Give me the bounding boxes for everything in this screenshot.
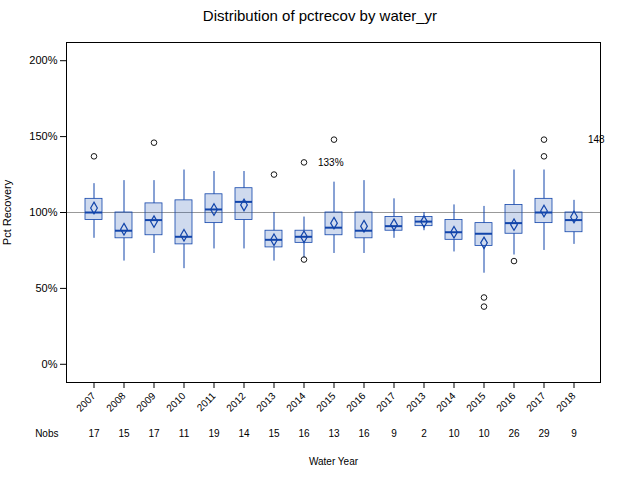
svg-text:2016: 2016 xyxy=(494,390,518,414)
svg-text:15: 15 xyxy=(118,428,130,439)
svg-text:2010: 2010 xyxy=(164,390,188,414)
svg-text:0%: 0% xyxy=(42,358,58,370)
svg-text:133%: 133% xyxy=(318,157,344,168)
svg-text:2009: 2009 xyxy=(134,390,158,414)
svg-text:2013: 2013 xyxy=(404,390,428,414)
svg-text:9: 9 xyxy=(571,428,577,439)
svg-text:Water Year: Water Year xyxy=(309,456,359,467)
svg-text:17: 17 xyxy=(148,428,160,439)
svg-text:2015: 2015 xyxy=(464,390,488,414)
svg-text:148: 148 xyxy=(588,134,605,145)
svg-text:2017: 2017 xyxy=(524,390,548,414)
svg-text:11: 11 xyxy=(179,428,190,439)
svg-text:Nobs: Nobs xyxy=(35,428,58,439)
svg-text:2: 2 xyxy=(421,428,427,439)
svg-text:10: 10 xyxy=(478,428,490,439)
svg-text:16: 16 xyxy=(358,428,370,439)
svg-text:Pct Recovery: Pct Recovery xyxy=(1,179,13,245)
svg-text:15: 15 xyxy=(268,428,280,439)
svg-text:2007: 2007 xyxy=(74,390,98,414)
svg-text:17: 17 xyxy=(88,428,100,439)
svg-text:2012: 2012 xyxy=(224,390,248,414)
svg-text:2014: 2014 xyxy=(434,390,458,414)
svg-text:200%: 200% xyxy=(29,54,57,66)
svg-text:100%: 100% xyxy=(29,206,57,218)
svg-text:50%: 50% xyxy=(35,282,57,294)
svg-text:19: 19 xyxy=(208,428,220,439)
svg-text:2011: 2011 xyxy=(195,390,218,413)
svg-text:2014: 2014 xyxy=(284,390,308,414)
svg-text:2018: 2018 xyxy=(554,390,578,414)
svg-text:9: 9 xyxy=(391,428,397,439)
svg-text:2008: 2008 xyxy=(104,390,128,414)
svg-text:150%: 150% xyxy=(29,130,57,142)
svg-text:14: 14 xyxy=(238,428,250,439)
svg-text:16: 16 xyxy=(298,428,310,439)
svg-text:2017: 2017 xyxy=(374,390,398,414)
svg-text:2015: 2015 xyxy=(314,390,338,414)
svg-text:26: 26 xyxy=(508,428,520,439)
svg-text:13: 13 xyxy=(328,428,340,439)
svg-text:2013: 2013 xyxy=(254,390,278,414)
svg-text:10: 10 xyxy=(448,428,460,439)
html-text:Distribution of pctrecov by wa: Distribution of pctrecov by water_yr xyxy=(202,7,438,24)
svg-text:2016: 2016 xyxy=(344,390,368,414)
svg-text:29: 29 xyxy=(538,428,550,439)
